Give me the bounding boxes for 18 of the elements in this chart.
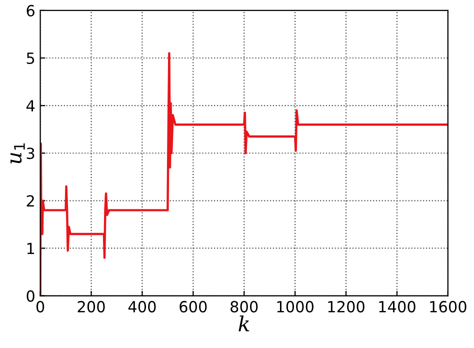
y-tick-label: 3 — [26, 148, 34, 160]
x-tick-label: 1000 — [277, 300, 314, 312]
x-tick-label: 1600 — [430, 300, 466, 312]
x-axis-title: k — [238, 315, 250, 332]
x-tick-label: 600 — [180, 300, 207, 312]
y-tick-label: 0 — [26, 290, 34, 302]
x-tick-label: 800 — [230, 300, 258, 312]
y-tick-label: 6 — [26, 4, 34, 16]
x-tick-label: 200 — [78, 300, 105, 312]
x-tick-label: 1200 — [328, 300, 364, 312]
y-tick-label: 5 — [26, 52, 34, 64]
y-tick-label: 4 — [26, 100, 35, 112]
x-tick-label: 1400 — [379, 300, 416, 312]
y-axis-title: u$_{1}$ — [10, 143, 25, 164]
y-tick-label: 1 — [27, 242, 34, 254]
x-tick-label: 400 — [128, 300, 156, 312]
x-tick-label: 0 — [36, 300, 44, 312]
y-tick-label: 2 — [26, 195, 34, 206]
